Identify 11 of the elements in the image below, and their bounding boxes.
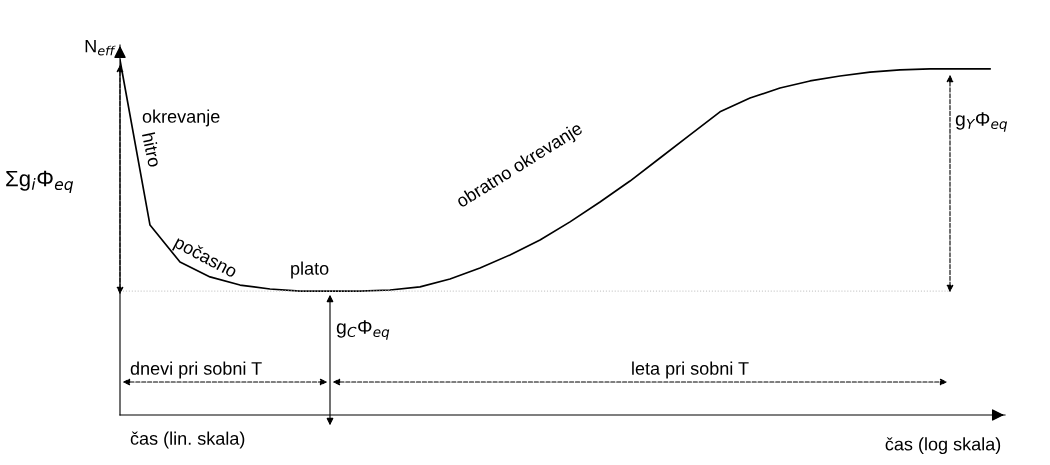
annotation: hitro — [141, 132, 162, 168]
annotation: leta pri sobni T — [632, 361, 749, 379]
annotation: okrevanje — [142, 109, 220, 127]
annotation: plato — [291, 261, 329, 279]
annotation: g$_{C}$Φ$_{eq}$ — [336, 320, 390, 340]
text: čas (lin. skala) — [130, 431, 245, 449]
x-axis-title: čas (log skala) — [885, 437, 1001, 455]
annotation: g$_{Y}$Φ$_{eq}$ — [955, 112, 1008, 132]
text: Σg$_{i}$Φ$_{eq}$ — [6, 170, 74, 194]
annotation: dnevi pri sobni T — [130, 361, 262, 379]
y-axis-title: N$_{eff}$ — [85, 39, 116, 56]
